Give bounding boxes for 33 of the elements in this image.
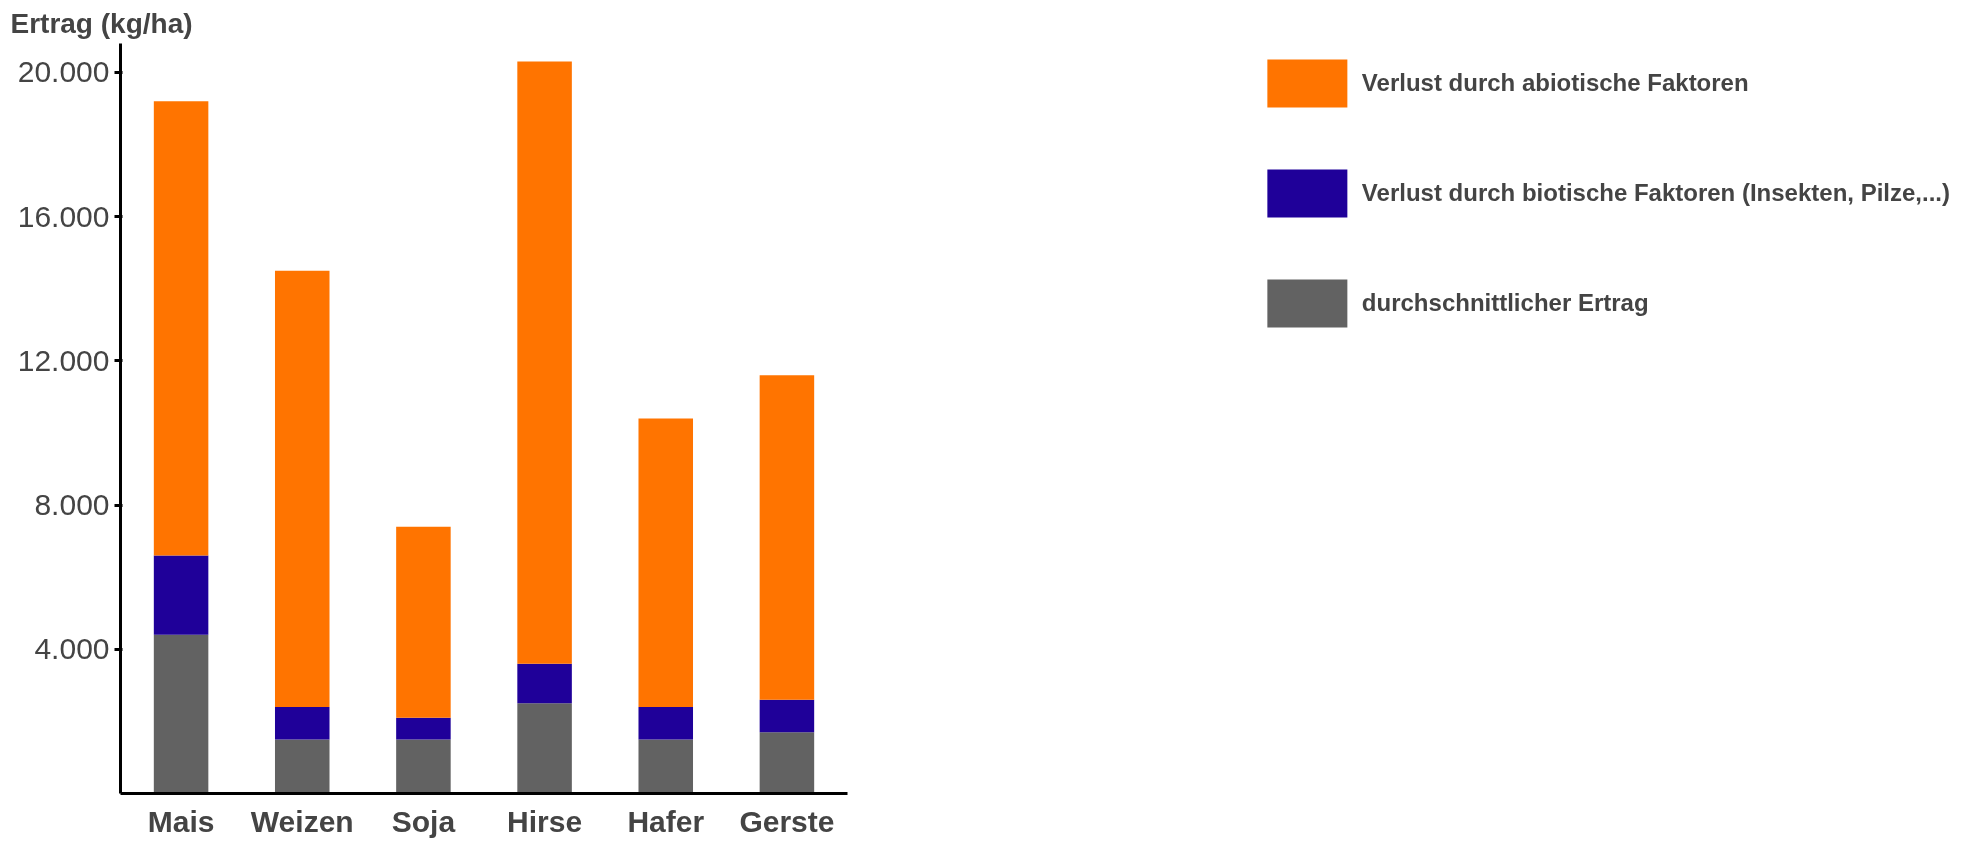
bar (396, 526, 451, 718)
x-tick-label: Soja (391, 804, 456, 838)
x-tick-label: Mais (147, 804, 215, 838)
legend-label: durchschnittlicher Ertrag (1361, 289, 1650, 317)
bar (274, 270, 330, 707)
y-tick-label: 20.000 (17, 55, 110, 89)
y-tick-label: 4.000 (34, 632, 110, 666)
x-tick-label: Hafer (627, 804, 705, 838)
x-tick-label: Weizen (250, 804, 354, 838)
bar (517, 663, 572, 704)
bar (759, 699, 815, 733)
y-tick-label: 16.000 (17, 199, 110, 233)
x-tick-label: Hirse (507, 804, 583, 838)
bar (153, 101, 209, 556)
bar (153, 634, 209, 794)
legend-label: Verlust durch abiotische Faktoren (1361, 69, 1749, 97)
bar (274, 706, 330, 740)
bar (638, 418, 694, 707)
bar (517, 61, 572, 664)
bar (274, 739, 330, 794)
y-tick-label: 8.000 (34, 488, 110, 522)
bar (638, 706, 694, 740)
bar (517, 703, 572, 794)
bar (759, 375, 815, 700)
bar (396, 717, 451, 740)
bar (153, 555, 209, 635)
bar (638, 739, 694, 794)
legend-label: Verlust durch biotische Faktoren (Insekten, Pilze,...) (1361, 179, 1950, 207)
bar (759, 732, 815, 794)
y-tick-label: 12.000 (17, 343, 110, 377)
x-tick-label: Gerste (739, 804, 835, 838)
y-axis-title: Ertrag (kg/ha) (10, 7, 193, 39)
bar (396, 739, 451, 794)
